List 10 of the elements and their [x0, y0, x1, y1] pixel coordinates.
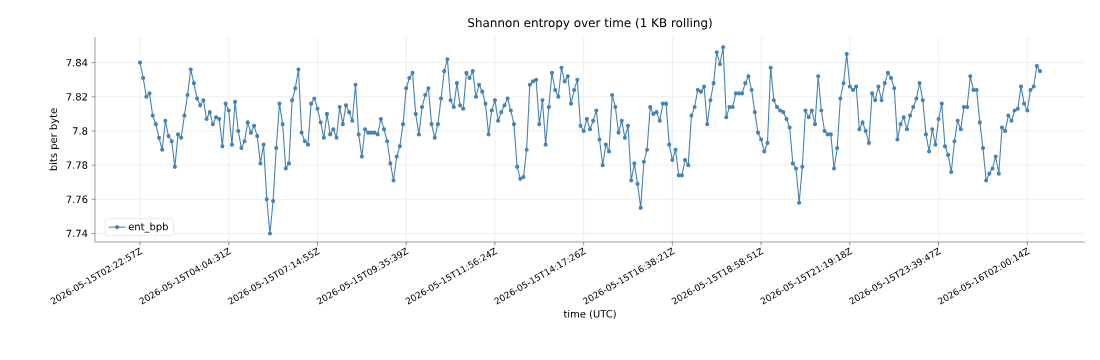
y-tick-label: 7.78	[66, 161, 88, 169]
legend-label: ent_bpb	[128, 222, 168, 233]
y-tick-label: 7.8	[72, 127, 88, 135]
y-tick-label: 7.82	[66, 93, 87, 101]
chart-title: Shannon entropy over time (1 KB rolling)	[468, 17, 712, 30]
x-axis-title: time (UTC)	[563, 309, 616, 319]
y-axis-title: bits per byte	[49, 108, 59, 171]
y-tick-label: 7.74	[66, 229, 88, 238]
y-tick-label: 7.84	[66, 58, 88, 67]
y-tick-label: 7.76	[66, 195, 88, 204]
